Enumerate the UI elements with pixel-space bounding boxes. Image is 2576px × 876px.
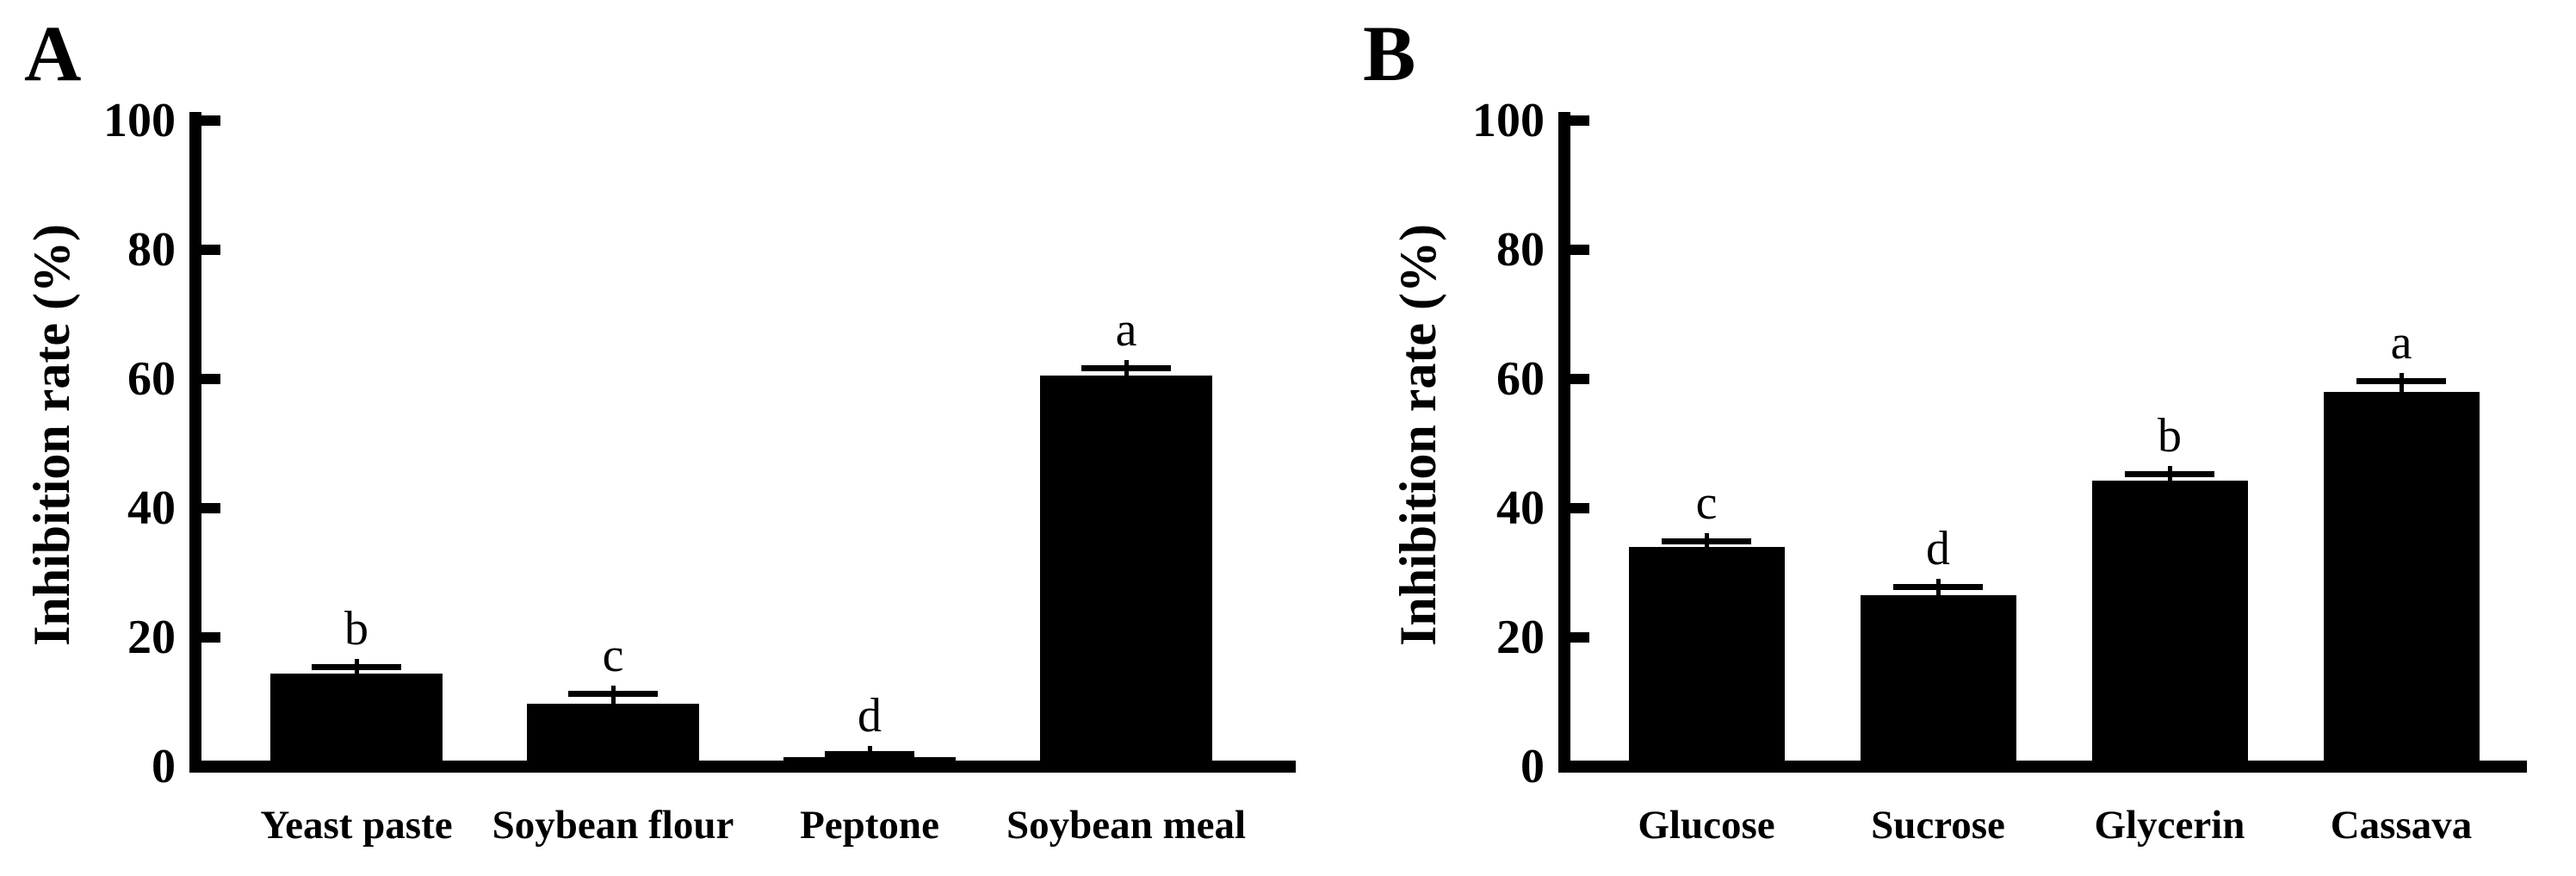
panel-b-y-tick-label: 20 <box>1496 611 1545 664</box>
significance-letter: c <box>1695 476 1718 531</box>
significance-letter: c <box>602 629 624 683</box>
panel-b-y-tick <box>1570 245 1589 255</box>
bar-cassava <box>2323 392 2480 767</box>
category-label: Peptone <box>800 803 939 848</box>
panel-b-label: B <box>1363 9 1416 97</box>
panel-a-y-tick <box>201 632 220 643</box>
category-label: Glycerin <box>2094 803 2245 848</box>
error-bar-cap <box>568 691 658 698</box>
bar-glucose <box>1628 547 1785 767</box>
error-bar-cap <box>825 751 914 757</box>
bar-glycerin <box>2091 480 2248 767</box>
panel-a-y-axis-title: Inhibition rate (%) <box>23 223 80 647</box>
category-label: Soybean flour <box>492 803 734 848</box>
error-bar-cap <box>2125 470 2214 477</box>
error-bar-cap <box>2356 378 2446 385</box>
significance-letter: d <box>1926 521 1950 575</box>
panel-b-y-tick <box>1570 374 1589 384</box>
panel-b-y-tick-label: 40 <box>1496 481 1545 535</box>
bar-sucrose <box>1860 595 2016 767</box>
panel-a-y-tick <box>201 245 220 255</box>
significance-letter: a <box>2390 316 2412 370</box>
panel-b-y-tick-label: 80 <box>1496 223 1545 276</box>
significance-letter: b <box>344 601 368 655</box>
significance-letter: b <box>2158 408 2182 463</box>
panel-b-y-axis-line <box>1558 112 1570 773</box>
category-label: Cassava <box>2330 803 2473 848</box>
bar-peptone <box>783 756 956 767</box>
panel-b-y-tick-label: 0 <box>1520 740 1545 793</box>
panel-b-y-tick <box>1570 503 1589 513</box>
panel-a-y-axis-line <box>189 112 201 773</box>
panel-a-y-tick-label: 60 <box>127 352 176 406</box>
panel-b-y-tick-label: 60 <box>1496 352 1545 406</box>
panel-a-x-axis-line <box>189 761 1296 773</box>
significance-letter: d <box>858 689 882 742</box>
error-bar-cap <box>1662 538 1751 545</box>
error-bar-cap <box>1081 364 1171 371</box>
panel-a-label: A <box>24 9 82 97</box>
panel-a-y-tick <box>201 503 220 513</box>
panel-a-y-tick-label: 20 <box>127 611 176 664</box>
panel-b-y-tick <box>1570 761 1589 772</box>
panel-a-y-tick <box>201 761 220 772</box>
category-label: Yeast paste <box>260 803 453 848</box>
bar-soybean-flour <box>527 703 699 767</box>
category-label: Sucrose <box>1871 803 2005 848</box>
category-label: Soybean meal <box>1006 803 1247 848</box>
panel-a-y-tick-label: 80 <box>127 223 176 276</box>
error-bar-cap <box>312 663 401 670</box>
panel-a-y-tick-label: 100 <box>103 94 176 147</box>
significance-letter: a <box>1115 302 1137 357</box>
error-bar-cap <box>1893 583 1983 590</box>
panel-b-y-axis-title: Inhibition rate (%) <box>1390 223 1446 647</box>
panel-b-y-tick <box>1570 632 1589 643</box>
panel-a-y-tick-label: 40 <box>127 481 176 535</box>
panel-b-x-axis-line <box>1558 761 2527 773</box>
panel-a-y-tick <box>201 374 220 384</box>
bar-soybean-meal <box>1040 376 1212 767</box>
panel-a-y-tick-label: 0 <box>152 740 176 793</box>
bar-yeast-paste <box>270 674 443 767</box>
category-label: Glucose <box>1638 803 1775 848</box>
panel-a-y-tick <box>201 115 220 126</box>
panel-b-y-tick-label: 100 <box>1472 94 1545 147</box>
panel-b-y-tick <box>1570 115 1589 126</box>
